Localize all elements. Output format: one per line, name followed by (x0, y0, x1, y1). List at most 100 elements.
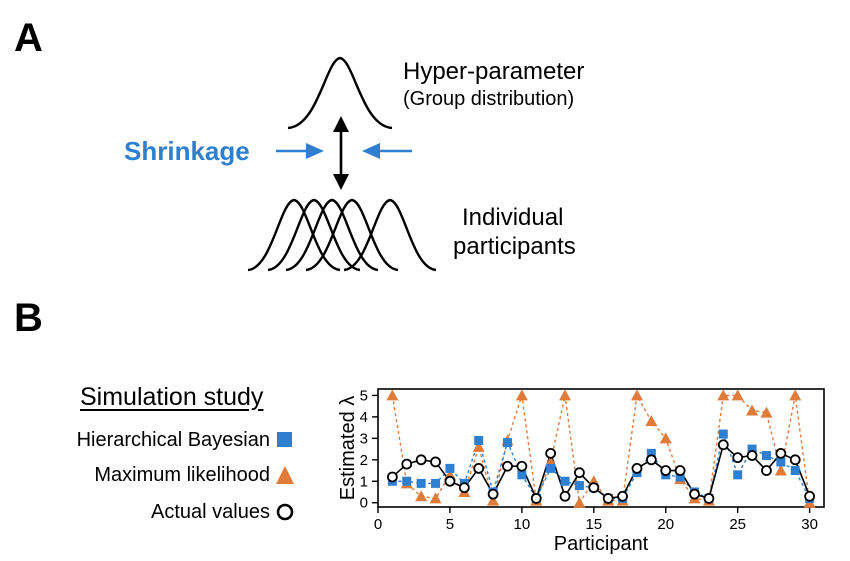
legend-label-hierarchical: Hierarchical Bayesian (76, 429, 270, 451)
hb-point (776, 457, 786, 467)
individual-distribution-curves (247, 198, 437, 272)
x-tick-label: 25 (729, 516, 746, 533)
group-distribution-label: (Group distribution) (403, 88, 575, 110)
actual-point (732, 452, 744, 464)
hb-point (402, 476, 412, 486)
actual-point (703, 493, 715, 504)
actual-point (559, 490, 571, 502)
panel-a-diagram (247, 56, 437, 272)
actual-point (717, 439, 729, 451)
series-line (392, 431, 811, 500)
hb-point (517, 470, 527, 480)
actual-point (660, 465, 672, 476)
y-tick-label: 4 (360, 409, 368, 426)
panel-a-label: A (14, 16, 43, 60)
ml-point (659, 432, 672, 444)
actual-point (473, 462, 485, 474)
ml-point (559, 389, 572, 401)
left-arrow-icon (362, 143, 412, 159)
hb-point (733, 470, 743, 480)
hyper-parameter-label: Hyper-parameter (403, 58, 585, 85)
hb-point (747, 444, 757, 454)
ml-point (415, 490, 428, 502)
shrinkage-label: Shrinkage (124, 136, 250, 166)
ml-point (429, 492, 442, 504)
hb-point (474, 435, 484, 445)
actual-point (761, 465, 772, 476)
legend-label-actual: Actual values (151, 501, 270, 523)
ml-point (645, 415, 658, 427)
individual-curve-1 (247, 198, 341, 272)
ml-point (731, 389, 744, 401)
actual-point (602, 493, 614, 504)
panel-b-label: B (14, 296, 43, 340)
individual-curve-4 (305, 198, 399, 272)
ml-point (515, 389, 528, 401)
group-distribution-curve (287, 56, 393, 130)
hb-point (718, 429, 728, 439)
ml-point (487, 494, 500, 506)
actual-point (545, 447, 557, 459)
y-tick-label: 5 (360, 387, 368, 404)
actual-point (631, 462, 643, 474)
right-arrow-icon (276, 143, 324, 159)
actual-point (588, 482, 600, 494)
legend-label-ml: Maximum likelihood (94, 464, 270, 486)
shrinkage-arrows (276, 143, 412, 159)
hb-point (761, 451, 771, 461)
y-tick-label: 1 (360, 473, 368, 490)
actual-point (574, 467, 585, 479)
ml-point (386, 389, 399, 401)
actual-point (386, 471, 398, 483)
hb-point (431, 478, 441, 488)
ml-point (746, 404, 759, 416)
ml-point (717, 389, 730, 401)
individual-curve-5 (343, 198, 437, 272)
ml-point (760, 406, 773, 418)
individual-label: Individual (462, 204, 564, 231)
y-axis-label: Estimated λ (337, 396, 359, 500)
actual-point (502, 460, 513, 472)
ml-point (789, 389, 802, 401)
actual-point (674, 465, 686, 476)
hb-point (790, 466, 800, 476)
actual-point (401, 458, 413, 470)
hb-point (445, 463, 455, 473)
hb-point (546, 463, 556, 473)
ml-point (774, 464, 787, 476)
actual-point (458, 482, 470, 494)
y-tick-label: 0 (360, 495, 368, 512)
hb-point (646, 448, 656, 458)
y-tick-label: 2 (360, 452, 368, 469)
actual-point (789, 454, 801, 466)
actual-point (530, 493, 542, 504)
x-tick-label: 15 (585, 516, 602, 533)
plot-frame (377, 388, 825, 508)
hb-point (416, 478, 426, 488)
x-tick-label: 0 (374, 516, 382, 533)
actual-point (444, 475, 456, 487)
y-tick-label: 3 (360, 430, 368, 447)
individual-curve-3 (285, 198, 379, 272)
actual-point (516, 460, 528, 472)
actual-point (804, 490, 816, 502)
actual-point (430, 456, 441, 468)
hb-point (574, 481, 584, 491)
ml-point (573, 496, 586, 508)
double-arrow-icon (333, 116, 349, 190)
participants-label: participants (453, 233, 576, 260)
hb-point (502, 438, 512, 448)
hb-point (675, 472, 685, 482)
actual-point (775, 447, 787, 459)
x-tick-label: 30 (801, 516, 818, 533)
series-line (391, 393, 811, 505)
actual-point (487, 488, 499, 500)
legend-title: Simulation study (80, 383, 264, 411)
x-tick-label: 5 (446, 516, 454, 533)
ml-point (472, 440, 485, 452)
ml-point (630, 389, 643, 401)
actual-point (415, 454, 427, 466)
actual-point (746, 450, 758, 461)
actual-point (645, 454, 657, 466)
